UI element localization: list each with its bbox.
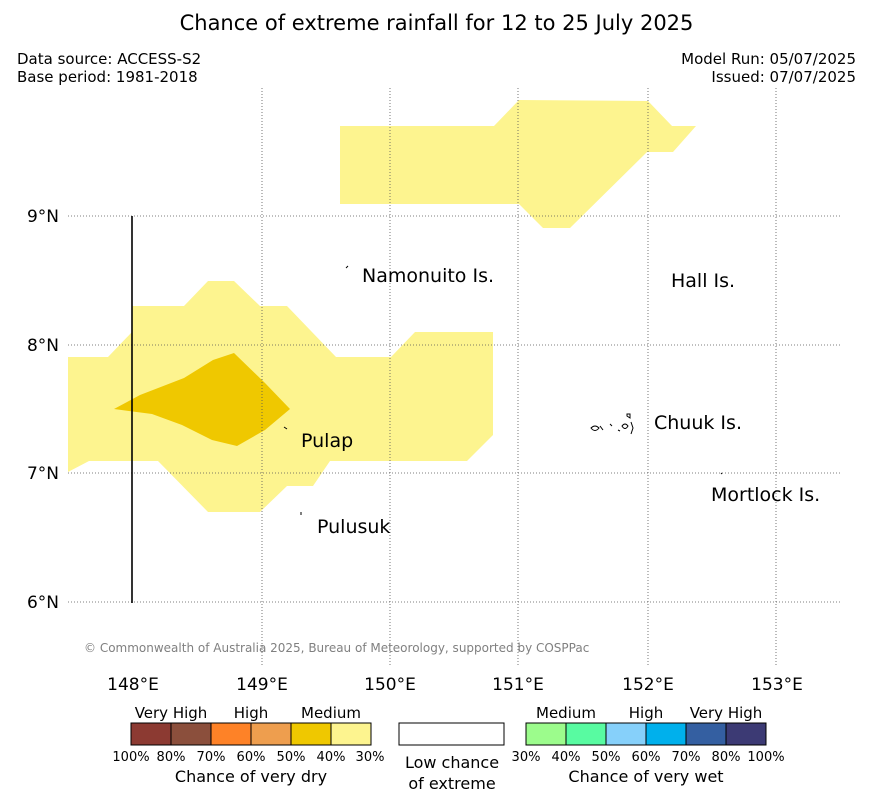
lat-label-8n: 8°N bbox=[27, 336, 59, 356]
legend-low-line2: of extreme bbox=[408, 774, 495, 793]
issued-date: Issued: 07/07/2025 bbox=[711, 68, 856, 86]
legend-wet-tick: 50% bbox=[592, 750, 621, 765]
legend-dry-tick: 40% bbox=[317, 750, 346, 765]
graticule bbox=[68, 88, 842, 665]
legend-wet-high: High bbox=[629, 704, 663, 722]
legend-wet-very-high: Very High bbox=[690, 704, 763, 722]
pulap-high-area bbox=[114, 353, 290, 446]
place-hall: Hall Is. bbox=[671, 270, 735, 292]
legend-dry-tick: 60% bbox=[237, 750, 266, 765]
legend-dry-very-high: Very High bbox=[135, 704, 208, 722]
place-namonuito: Namonuito Is. bbox=[362, 265, 494, 287]
island-outlines bbox=[283, 265, 723, 515]
base-period: Base period: 1981-2018 bbox=[17, 68, 198, 86]
legend-dry-swatch bbox=[290, 722, 332, 746]
legend-dry-swatch bbox=[170, 722, 212, 746]
legend-wet-swatch bbox=[725, 722, 767, 746]
legend-dry-high: High bbox=[234, 704, 268, 722]
legend-wet-tick: 30% bbox=[512, 750, 541, 765]
legend-dry-tick: 50% bbox=[277, 750, 306, 765]
place-chuuk: Chuuk Is. bbox=[654, 412, 742, 434]
lon-label-152e: 152°E bbox=[622, 675, 674, 695]
legend-low-line1: Low chance bbox=[405, 753, 499, 772]
legend-dry-swatch bbox=[250, 722, 292, 746]
legend-dry-swatch bbox=[330, 722, 372, 746]
legend-wet-scale bbox=[525, 722, 767, 746]
copyright-notice: © Commonwealth of Australia 2025, Bureau… bbox=[84, 641, 589, 655]
map-title: Chance of extreme rainfall for 12 to 25 … bbox=[179, 11, 694, 35]
data-source: Data source: ACCESS-S2 bbox=[17, 50, 202, 68]
legend-low-chance-swatch bbox=[398, 722, 505, 746]
legend-wet-tick: 40% bbox=[552, 750, 581, 765]
legend-wet-swatch bbox=[645, 722, 687, 746]
legend-wet-tick: 100% bbox=[747, 750, 784, 765]
legend-dry-tick: 30% bbox=[356, 750, 385, 765]
legend-dry-caption: Chance of very dry bbox=[175, 767, 327, 786]
issue-info: Model Run: 05/07/2025 Issued: 07/07/2025 bbox=[681, 50, 856, 86]
legend-wet-swatch bbox=[525, 722, 567, 746]
legend-dry-tick: 80% bbox=[157, 750, 186, 765]
place-pulusuk: Pulusuk bbox=[317, 516, 390, 538]
legend-wet-swatch bbox=[565, 722, 607, 746]
chuuk-lagoon-icon bbox=[590, 413, 634, 435]
legend-wet-swatch bbox=[685, 722, 727, 746]
legend-wet-swatch bbox=[605, 722, 647, 746]
legend-dry-swatch bbox=[130, 722, 172, 746]
south-rain-area bbox=[68, 281, 493, 512]
place-mortlock: Mortlock Is. bbox=[711, 484, 820, 506]
legend-wet-tick: 60% bbox=[632, 750, 661, 765]
legend-dry-tick: 100% bbox=[112, 750, 149, 765]
place-pulap: Pulap bbox=[301, 430, 353, 452]
lon-label-151e: 151°E bbox=[492, 675, 544, 695]
lon-label-148e: 148°E bbox=[107, 675, 159, 695]
model-run: Model Run: 05/07/2025 bbox=[681, 50, 856, 68]
legend-dry-swatch bbox=[210, 722, 252, 746]
legend-wet-caption: Chance of very wet bbox=[568, 767, 723, 786]
lon-label-153e: 153°E bbox=[751, 675, 803, 695]
lat-label-6n: 6°N bbox=[27, 593, 59, 613]
source-info: Data source: ACCESS-S2 Base period: 1981… bbox=[17, 50, 201, 86]
lat-label-9n: 9°N bbox=[27, 207, 59, 227]
lon-label-150e: 150°E bbox=[364, 675, 416, 695]
legend-dry-tick: 70% bbox=[197, 750, 226, 765]
legend-wet-medium: Medium bbox=[536, 704, 596, 722]
legend-wet-tick: 70% bbox=[672, 750, 701, 765]
legend-dry-scale bbox=[130, 722, 372, 746]
lon-label-149e: 149°E bbox=[236, 675, 288, 695]
lat-label-7n: 7°N bbox=[27, 464, 59, 484]
legend-wet-tick: 80% bbox=[712, 750, 741, 765]
legend-dry-medium: Medium bbox=[301, 704, 361, 722]
